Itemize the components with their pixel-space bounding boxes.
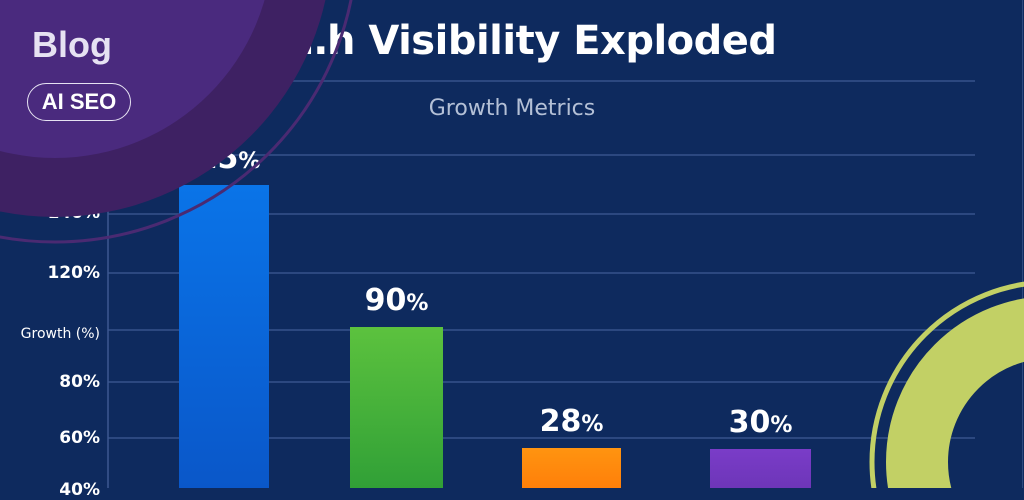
chart-subtitle: Growth Metrics	[428, 96, 596, 121]
bar-data-label: 30%	[691, 405, 831, 440]
gridlines	[0, 80, 975, 439]
bar-3	[522, 448, 621, 488]
bar-data-label-number: 90	[364, 283, 407, 318]
bar-data-label: 28%	[502, 404, 642, 439]
bar-data-label-number: …5	[187, 141, 239, 176]
ai-seo-tag[interactable]: AI SEO	[27, 83, 131, 121]
y-axis-label: Growth (%)	[20, 326, 100, 342]
bars	[179, 185, 811, 488]
bar-data-label-number: 28	[539, 404, 582, 439]
bar-data-label: 90%	[327, 283, 467, 318]
bar-data-label-unit: %	[770, 413, 793, 438]
bar-1	[179, 185, 269, 488]
bar-data-label-number: 30	[728, 405, 771, 440]
y-tick-label: 120%	[47, 263, 100, 283]
bar-4	[710, 449, 811, 488]
bar-data-label-unit: %	[581, 412, 604, 437]
y-tick-label: 80%	[59, 372, 100, 392]
y-tick-label: 60%	[59, 428, 100, 448]
bar-data-label-unit: %	[406, 291, 429, 316]
y-tick-label: 140%	[47, 203, 100, 223]
blog-section-label: Blog	[32, 24, 112, 65]
chart-title: …h Visibility Exploded	[287, 18, 777, 64]
ai-seo-tag-label: AI SEO	[41, 89, 117, 114]
bar-2	[350, 327, 443, 488]
bar-data-label: …5%	[154, 141, 294, 176]
right-edge-divider	[1022, 0, 1023, 488]
y-tick-label: 40%	[59, 480, 100, 500]
bar-data-label-unit: %	[238, 149, 261, 174]
